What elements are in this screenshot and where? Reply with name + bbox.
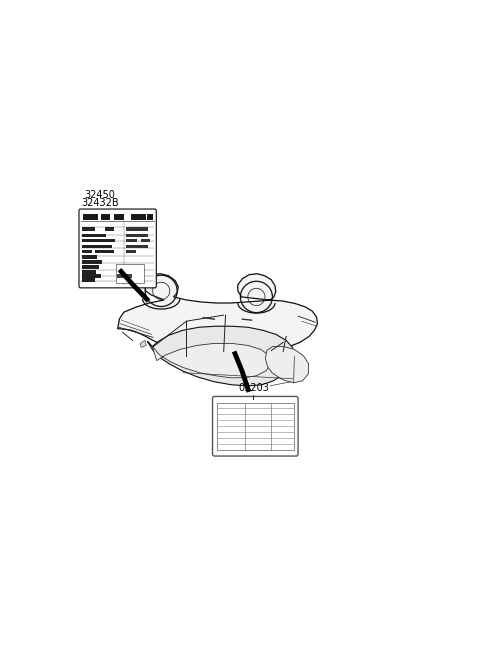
FancyBboxPatch shape bbox=[82, 245, 112, 249]
FancyBboxPatch shape bbox=[217, 403, 294, 450]
FancyBboxPatch shape bbox=[82, 255, 97, 258]
FancyBboxPatch shape bbox=[101, 214, 110, 220]
FancyBboxPatch shape bbox=[82, 270, 96, 274]
FancyBboxPatch shape bbox=[105, 227, 114, 232]
FancyBboxPatch shape bbox=[82, 250, 92, 253]
FancyBboxPatch shape bbox=[82, 227, 96, 232]
FancyBboxPatch shape bbox=[82, 265, 99, 269]
FancyBboxPatch shape bbox=[96, 250, 114, 253]
FancyBboxPatch shape bbox=[82, 245, 112, 249]
Polygon shape bbox=[265, 346, 309, 383]
FancyBboxPatch shape bbox=[147, 214, 154, 220]
FancyBboxPatch shape bbox=[117, 274, 132, 277]
Polygon shape bbox=[118, 274, 317, 356]
FancyBboxPatch shape bbox=[131, 214, 145, 220]
Text: 05203: 05203 bbox=[238, 383, 269, 393]
Text: 32450: 32450 bbox=[85, 190, 116, 200]
FancyBboxPatch shape bbox=[126, 227, 148, 232]
FancyBboxPatch shape bbox=[126, 239, 137, 242]
FancyBboxPatch shape bbox=[213, 396, 298, 456]
Text: 32432B: 32432B bbox=[82, 198, 119, 208]
FancyBboxPatch shape bbox=[82, 260, 102, 264]
Polygon shape bbox=[152, 343, 271, 378]
FancyBboxPatch shape bbox=[82, 278, 95, 282]
FancyBboxPatch shape bbox=[82, 239, 115, 242]
FancyBboxPatch shape bbox=[79, 209, 156, 288]
FancyBboxPatch shape bbox=[126, 250, 136, 253]
FancyBboxPatch shape bbox=[114, 214, 124, 220]
FancyBboxPatch shape bbox=[83, 214, 97, 220]
FancyBboxPatch shape bbox=[116, 264, 144, 283]
FancyBboxPatch shape bbox=[82, 274, 100, 277]
Polygon shape bbox=[140, 340, 146, 348]
FancyBboxPatch shape bbox=[82, 227, 96, 232]
FancyBboxPatch shape bbox=[126, 245, 148, 249]
FancyBboxPatch shape bbox=[126, 234, 148, 237]
FancyBboxPatch shape bbox=[82, 213, 154, 220]
FancyBboxPatch shape bbox=[82, 234, 106, 237]
Polygon shape bbox=[147, 326, 294, 386]
FancyBboxPatch shape bbox=[141, 239, 150, 242]
